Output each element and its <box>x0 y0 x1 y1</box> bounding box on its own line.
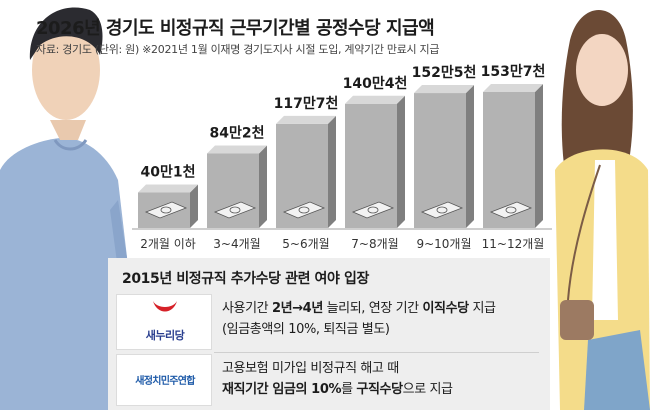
npad-position-text: 고용보험 미가입 비정규직 해고 때 재직기간 임금의 10%를 구직수당으로 … <box>222 358 547 400</box>
x-tick-label: 11~12개월 <box>482 237 545 251</box>
bar-side <box>466 85 474 229</box>
x-tick-label: 5~6개월 <box>282 237 329 251</box>
bar-side <box>328 115 336 228</box>
bar <box>138 184 198 228</box>
text-span-bold: 재직기간 임금의 10% <box>222 382 342 397</box>
bar-value-label: 152만5천 <box>412 65 477 81</box>
policy-panel: 2015년 비정규직 추가수당 관련 여야 입장 새누리당 사용기간 2년→4년… <box>108 258 550 410</box>
bar-side <box>535 84 543 228</box>
money-bill-icon <box>282 201 326 219</box>
policy-panel-title: 2015년 비정규직 추가수당 관련 여야 입장 <box>122 271 369 287</box>
x-tick-label: 3~4개월 <box>213 237 260 251</box>
text-span-bold: 2년→4년 <box>271 301 323 316</box>
man-illustration <box>0 7 132 410</box>
bar-top <box>414 85 474 94</box>
npad-position-line1: 고용보험 미가입 비정규직 해고 때 <box>222 361 399 376</box>
npad-logo-text: 새정치민주연합 <box>135 376 195 387</box>
bar-top <box>276 115 336 124</box>
money-bill-icon <box>489 201 533 219</box>
saenuri-party-row: 새누리당 사용기간 2년→4년 늘리되, 연장 기간 이직수당 지급 (임금총액… <box>116 294 546 350</box>
chart-baseline <box>132 228 552 230</box>
saenuri-logo-text: 새누리당 <box>145 329 185 342</box>
saenuri-logo-mark <box>153 301 177 312</box>
x-tick-label: 9~10개월 <box>416 237 471 251</box>
bar-value-label: 84만2천 <box>210 125 265 141</box>
bar-side <box>259 145 267 228</box>
bar <box>207 145 267 228</box>
bar-top <box>207 145 267 154</box>
npad-logo-icon: 새정치민주연합 <box>116 354 212 406</box>
npad-position-line2: 재직기간 임금의 10%를 구직수당으로 지급 <box>222 379 547 400</box>
saenuri-position-line1: 사용기간 2년→4년 늘리되, 연장 기간 이직수당 지급 <box>222 298 547 319</box>
row-divider <box>214 352 539 353</box>
money-bill-icon <box>213 201 257 219</box>
bar-side <box>397 95 405 229</box>
bar-value-label: 40만1천 <box>141 165 196 181</box>
text-span: 늘리되, 연장 기간 <box>322 301 423 316</box>
money-bill-icon <box>420 201 464 219</box>
x-tick-label: 2개월 이하 <box>140 237 196 251</box>
text-span-bold: 구직수당 <box>356 382 403 397</box>
bar-side <box>190 184 198 228</box>
chart-title: 2026년 경기도 비정규직 근무기간별 공정수당 지급액 <box>36 18 435 39</box>
saenuri-position-line2: (임금총액의 10%, 퇴직금 별도) <box>222 322 390 337</box>
woman-illustration <box>555 10 650 410</box>
chart-source-note: 자료: 경기도 (단위: 원) ※2021년 1월 이재명 경기도지사 시절 도… <box>36 43 440 56</box>
text-span-bold: 이직수당 <box>422 301 469 316</box>
x-tick-label: 7~8개월 <box>351 237 398 251</box>
bar-value-label: 117만7천 <box>274 96 339 112</box>
bar-value-label: 153만7천 <box>481 64 546 80</box>
text-span: 지급 <box>468 301 496 316</box>
bar <box>414 85 474 229</box>
text-span: 를 <box>341 382 357 397</box>
bar <box>276 115 336 228</box>
bar-top <box>138 184 198 193</box>
npad-party-row: 새정치민주연합 고용보험 미가입 비정규직 해고 때 재직기간 임금의 10%를… <box>116 354 546 406</box>
money-bill-icon <box>351 201 395 219</box>
text-span: 으로 지급 <box>402 382 453 397</box>
bar-value-label: 140만4천 <box>343 76 408 92</box>
saenuri-logo-icon: 새누리당 <box>116 294 212 350</box>
bar-top <box>483 84 543 92</box>
bar-top <box>345 95 405 104</box>
text-span: 사용기간 <box>222 301 272 316</box>
money-bill-icon <box>144 201 188 219</box>
bar <box>483 84 543 228</box>
bar <box>345 95 405 229</box>
saenuri-position-text: 사용기간 2년→4년 늘리되, 연장 기간 이직수당 지급 (임금총액의 10%… <box>222 298 547 340</box>
